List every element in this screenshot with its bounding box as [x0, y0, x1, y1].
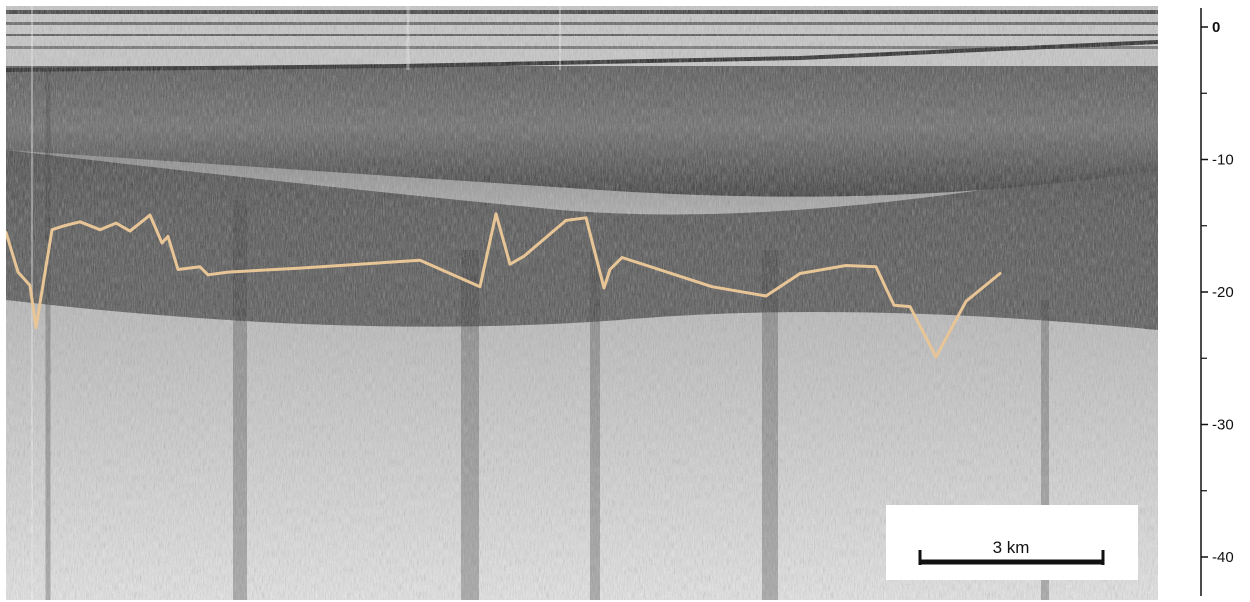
scale-bar: 3 km [886, 505, 1138, 580]
depth-tick-label: -30 [1212, 417, 1234, 434]
depth-tick-label: 0 [1212, 19, 1220, 36]
depth-axis: 0 -10 -20 -30 -40 [1200, 8, 1234, 596]
depth-tick-label: -20 [1212, 284, 1234, 301]
horizon-trace-line [6, 212, 1002, 359]
depth-tick-label: -10 [1212, 152, 1234, 169]
depth-tick-label: -40 [1212, 549, 1234, 566]
scale-bar-label: 3 km [993, 538, 1030, 557]
